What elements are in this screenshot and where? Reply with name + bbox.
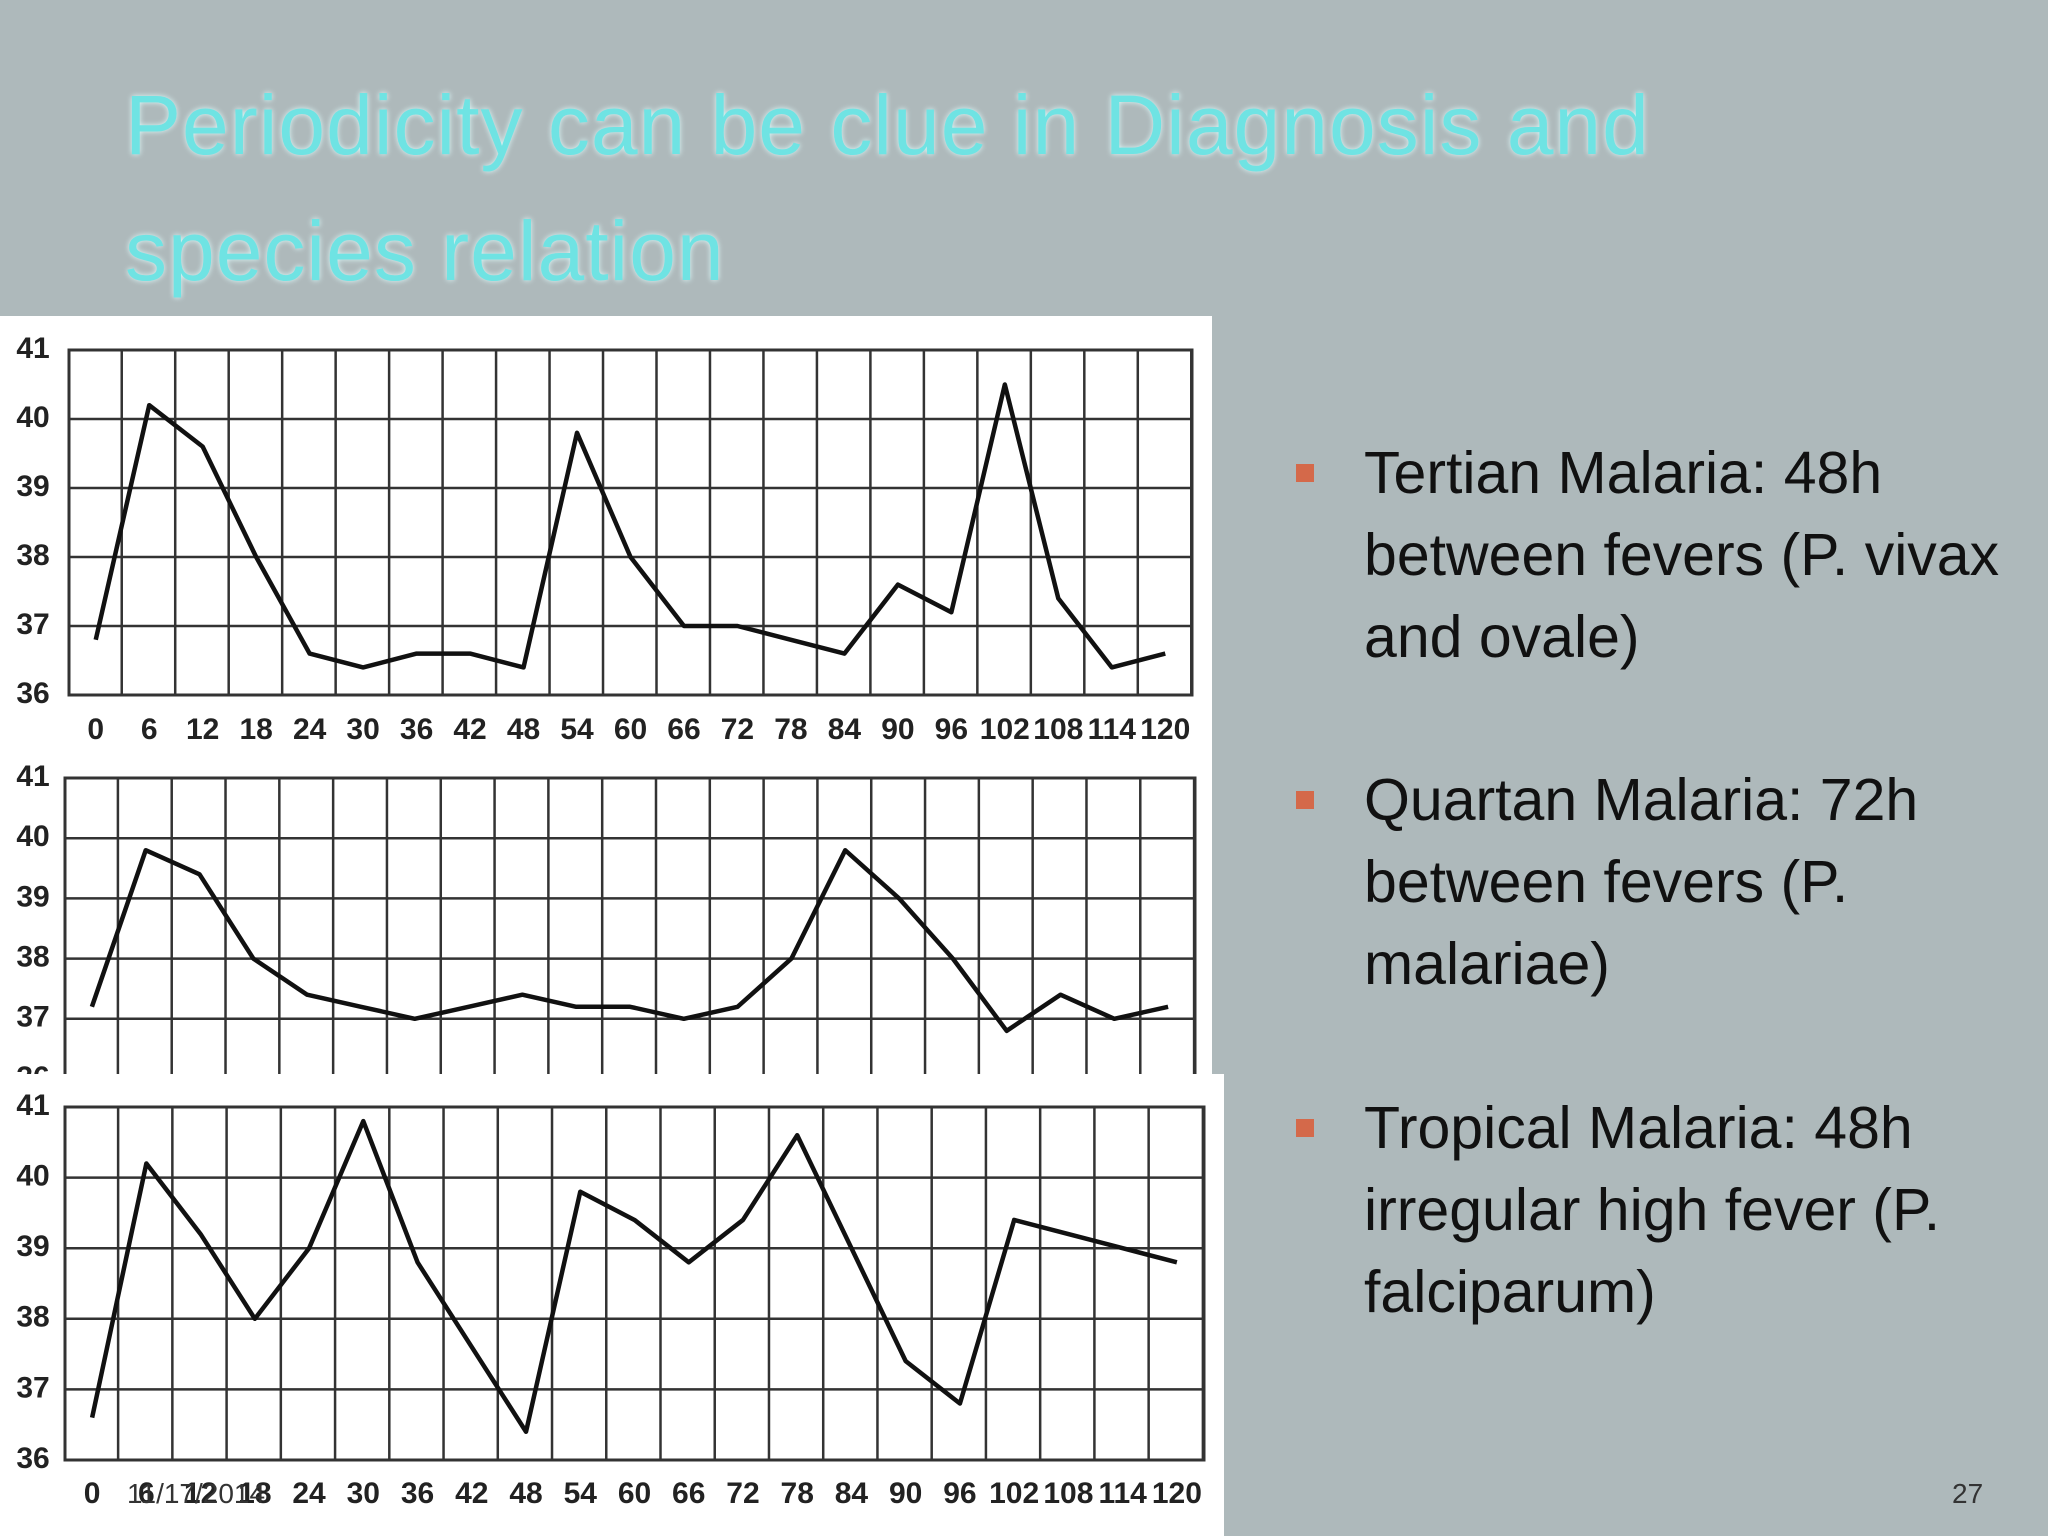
x-tick-label: 96 <box>935 713 968 746</box>
x-tick-label: 102 <box>989 1477 1039 1510</box>
x-tick-label: 120 <box>1152 1477 1202 1510</box>
x-tick-label: 36 <box>401 1477 434 1510</box>
y-tick-label: 38 <box>16 539 49 572</box>
x-tick-label: 48 <box>507 713 540 746</box>
y-tick-label: 38 <box>16 1301 49 1334</box>
x-tick-label: 42 <box>455 1477 488 1510</box>
x-tick-label: 0 <box>84 1477 101 1510</box>
x-tick-label: 24 <box>292 1477 326 1510</box>
x-tick-label: 108 <box>1033 713 1083 746</box>
x-tick-label: 90 <box>889 1477 922 1510</box>
x-tick-label: 54 <box>560 713 594 746</box>
x-tick-label: 12 <box>186 713 219 746</box>
x-tick-label: 18 <box>239 713 272 746</box>
bullet: Tertian Malaria: 48h between fevers (P. … <box>1296 432 2004 678</box>
x-tick-label: 84 <box>828 713 862 746</box>
y-tick-label: 36 <box>16 1442 49 1475</box>
x-tick-label: 12 <box>184 1477 217 1510</box>
y-tick-label: 39 <box>16 880 49 913</box>
x-tick-label: 60 <box>614 713 647 746</box>
x-tick-label: 36 <box>400 713 433 746</box>
x-tick-label: 18 <box>238 1477 271 1510</box>
x-tick-label: 102 <box>980 713 1030 746</box>
y-tick-label: 40 <box>16 1160 49 1193</box>
x-tick-label: 6 <box>141 713 158 746</box>
y-tick-label: 41 <box>16 760 49 793</box>
bullet: Tropical Malaria: 48h irregular high fev… <box>1296 1087 2004 1333</box>
x-tick-label: 120 <box>1140 713 1190 746</box>
x-tick-label: 96 <box>943 1477 976 1510</box>
y-tick-label: 38 <box>16 941 49 974</box>
x-tick-label: 72 <box>721 713 754 746</box>
x-tick-label: 66 <box>667 713 700 746</box>
x-tick-label: 78 <box>781 1477 814 1510</box>
temperature-line <box>89 847 1169 1034</box>
y-tick-label: 37 <box>16 1371 49 1404</box>
y-tick-label: 40 <box>16 401 49 434</box>
y-tick-label: 40 <box>16 820 49 853</box>
x-tick-label: 114 <box>1098 1477 1147 1510</box>
x-tick-label: 78 <box>774 713 807 746</box>
slide-title: Periodicity can be clue in Diagnosis and… <box>125 78 1650 298</box>
y-tick-label: 41 <box>16 1089 49 1122</box>
x-tick-label: 72 <box>726 1477 759 1510</box>
x-tick-label: 48 <box>509 1477 542 1510</box>
y-tick-label: 41 <box>16 332 49 365</box>
y-tick-label: 36 <box>16 677 49 710</box>
slide-date: 11/17/2014 <box>127 1478 266 1509</box>
x-tick-label: 0 <box>87 713 104 746</box>
x-tick-label: 90 <box>881 713 914 746</box>
chart-tropical: 36 37 38 39 40 41 0 6 12 18 24 30 36 42 48 54 60 66 72 78 84… <box>16 1089 1206 1510</box>
x-tick-label: 30 <box>347 1477 380 1510</box>
x-tick-label: 54 <box>564 1477 598 1510</box>
plot-frame <box>67 348 1194 697</box>
y-tick-label: 39 <box>16 470 49 503</box>
page-number: 27 <box>1952 1478 1984 1509</box>
x-tick-label: 84 <box>835 1477 869 1510</box>
y-tick-label: 37 <box>16 1001 49 1034</box>
x-tick-label: 42 <box>453 713 486 746</box>
y-tick-label: 37 <box>16 608 49 641</box>
plot-frame <box>63 1105 1206 1462</box>
temperature-line <box>93 382 1166 670</box>
x-tick-label: 66 <box>672 1477 705 1510</box>
y-tick-label: 39 <box>16 1230 49 1263</box>
x-tick-label: 30 <box>346 713 379 746</box>
x-tick-label: 108 <box>1043 1477 1093 1510</box>
x-tick-label: 114 <box>1088 713 1137 746</box>
x-tick-label: 60 <box>618 1477 651 1510</box>
x-tick-label: 6 <box>138 1477 155 1510</box>
x-tick-label: 24 <box>293 713 327 746</box>
bullet: Quartan Malaria: 72h between fevers (P. … <box>1296 759 2004 1005</box>
chart-tertian: 36 37 38 39 40 41 0 6 12 18 24 30 36 42 48 54 60 66 72 78 84… <box>16 332 1194 746</box>
temperature-line <box>89 1118 1178 1435</box>
